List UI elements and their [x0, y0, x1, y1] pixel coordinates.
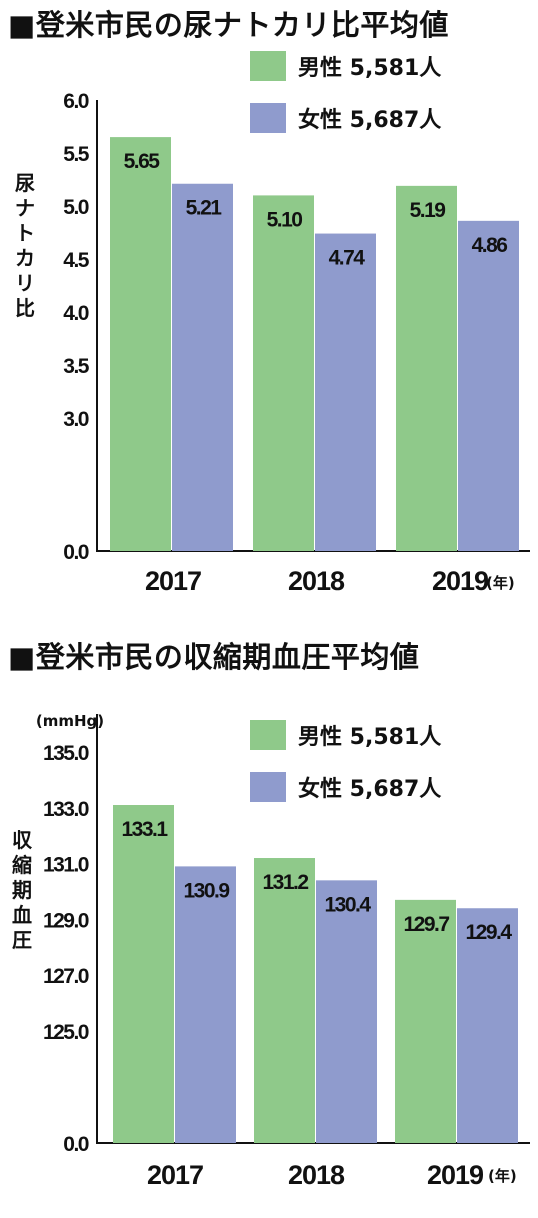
bar: [254, 858, 315, 1143]
data-label: 130.4: [324, 893, 371, 916]
data-label: 130.9: [183, 879, 229, 902]
legend-swatch: [250, 103, 286, 133]
legend-label: 男性 5,581人: [298, 725, 441, 750]
data-label: 4.74: [329, 247, 366, 270]
x-tick-label: 2017: [145, 566, 201, 596]
x-tick-label: 2018: [288, 566, 345, 596]
y-tick-label: 133.0: [43, 798, 89, 821]
legend-label: 女性 5,687人: [298, 776, 441, 802]
y-tick-label: 129.0: [43, 909, 89, 932]
data-label: 129.4: [465, 921, 512, 944]
bar: [110, 137, 171, 551]
bar: [457, 908, 518, 1143]
bar: [175, 866, 236, 1143]
data-label: 131.2: [262, 871, 308, 894]
y-tick-label: 0.0: [63, 1133, 89, 1156]
y-tick-label: 135.0: [43, 742, 89, 765]
y-axis-title: 尿ナトカリ比: [15, 171, 35, 320]
bar: [396, 185, 457, 552]
data-label: 4.86: [472, 234, 508, 257]
x-unit-label: (年): [486, 574, 515, 592]
nak-ratio-chart: ■登米市民の尿ナトカリ比平均値 0.0 3.0 3.5 4.0 4.5 5.0 5.5 6.0…: [8, 8, 530, 596]
legend-label: 男性 5,581人: [298, 56, 441, 81]
y-unit-label: (mmHg): [36, 712, 104, 730]
bar: [113, 805, 174, 1143]
x-tick-label: 2017: [147, 1160, 203, 1190]
y-tick-label: 4.5: [63, 249, 90, 272]
x-tick-label: 2019: [427, 1160, 484, 1190]
systolic-bp-plot: 0.0 125.0 127.0 129.0 131.0 133.0 135.0 (mmHg) 収…: [12, 712, 530, 1190]
bar: [395, 899, 456, 1143]
y-tick-label: 3.5: [63, 355, 90, 378]
y-tick-label: 3.0: [63, 408, 89, 431]
y-tick-label: 5.5: [63, 143, 90, 166]
data-label: 129.7: [403, 913, 449, 936]
bar: [172, 183, 233, 552]
x-unit-label: (年): [488, 1167, 517, 1185]
y-tick-label: 4.0: [63, 302, 89, 325]
bar: [458, 220, 519, 551]
x-tick-label: 2019: [432, 566, 489, 596]
y-tick-label: 6.0: [63, 90, 89, 113]
legend-swatch: [250, 51, 286, 81]
data-label: 133.1: [121, 818, 168, 841]
data-label: 5.10: [267, 208, 303, 231]
data-label: 5.19: [410, 199, 446, 222]
y-tick-label: 125.0: [43, 1021, 89, 1044]
legend-swatch: [250, 772, 286, 802]
legend-swatch: [250, 720, 286, 750]
data-label: 5.65: [124, 150, 161, 173]
nak-ratio-plot: 0.0 3.0 3.5 4.0 4.5 5.0 5.5 6.0 尿ナトカリ比 5.65 5.21 20…: [15, 51, 530, 596]
y-tick-label: 0.0: [63, 541, 89, 564]
y-tick-label: 131.0: [43, 854, 89, 877]
bar: [315, 233, 376, 551]
data-label: 5.21: [186, 197, 223, 220]
systolic-bp-chart: ■登米市民の収縮期血圧平均値 0.0 125.0 127.0 129.0 131.0 13…: [0, 632, 538, 1218]
bar: [316, 880, 377, 1143]
x-tick-label: 2018: [288, 1160, 345, 1190]
chart-title: ■登米市民の収縮期血圧平均値: [8, 640, 420, 674]
y-tick-label: 127.0: [43, 965, 89, 988]
y-axis-title: 収縮期血圧: [12, 828, 33, 952]
legend-label: 女性 5,687人: [298, 107, 441, 133]
bar: [253, 195, 314, 551]
y-tick-label: 5.0: [63, 196, 89, 219]
chart-title: ■登米市民の尿ナトカリ比平均値: [8, 8, 449, 42]
